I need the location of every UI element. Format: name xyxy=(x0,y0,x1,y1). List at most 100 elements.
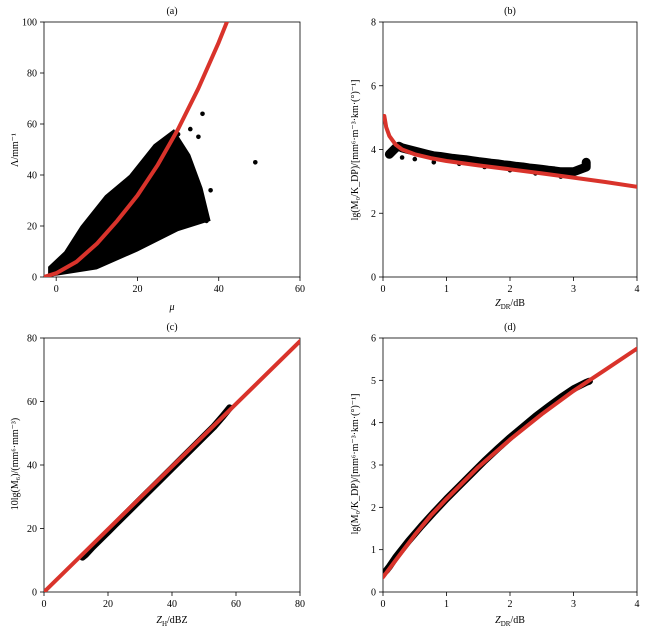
panel-a-xtick-label: 60 xyxy=(295,284,305,295)
panel-a-fit-line xyxy=(44,22,229,277)
panel-c-ylabel: 10lg(M₆)/(mm⁶·mm⁻³) xyxy=(10,418,21,510)
panel-d-xtick-label: 4 xyxy=(635,599,640,610)
panel-c-xtick-label: 0 xyxy=(42,599,47,610)
panel-b-data-point xyxy=(463,157,468,162)
panel-a-ytick-label: 20 xyxy=(27,222,37,233)
panel-a-data-point xyxy=(123,188,128,193)
panel-b-data-point xyxy=(469,158,475,163)
panel-b-ytick-label: 8 xyxy=(371,18,376,29)
panel-c-plot-area xyxy=(44,339,300,592)
panel-a-xlabel: μ xyxy=(168,302,174,313)
panel-a-ylabel: Λ/mm⁻¹ xyxy=(10,133,21,167)
panel-c-ytick-label: 0 xyxy=(32,588,37,599)
panel-d-ytick-label: 6 xyxy=(371,334,376,345)
panel-b-scatter-band xyxy=(384,141,591,177)
panel-d-xlabel: ZDR/dB xyxy=(495,615,525,628)
panel-a-data-point xyxy=(200,111,205,117)
panel-d-fit-line xyxy=(383,346,637,580)
panel-a-data-point xyxy=(94,254,100,259)
panel-b-data-point xyxy=(564,169,570,175)
panel-a-frame xyxy=(43,21,301,278)
panel-b-data-point xyxy=(390,148,395,154)
panel-a-data-point xyxy=(188,126,193,132)
panel-a-data-point xyxy=(70,267,75,272)
panel-b-xlabel: ZDR/dB xyxy=(495,298,525,311)
panel-b-xtick-label: 1 xyxy=(444,284,449,295)
panel-a-data-point xyxy=(151,160,156,165)
panel-b-data-point xyxy=(456,156,462,162)
panel-a-ytick-label: 40 xyxy=(27,171,37,182)
panel-d: (d) ZDR/dB lg(M₀/K_DP)/[mm⁶·m⁻³·km·(°)⁻¹… xyxy=(350,322,640,628)
panel-b-data-point xyxy=(520,164,525,170)
panel-a-ytick-label: 100 xyxy=(22,18,37,29)
panel-a-data-point xyxy=(98,244,104,249)
panel-b-data-point xyxy=(545,167,551,173)
panel-d-ytick-label: 5 xyxy=(371,376,376,387)
panel-a-data-point xyxy=(74,267,79,272)
panel-a-data-point xyxy=(82,241,87,247)
panel-a-data-point xyxy=(167,198,173,203)
panel-b-data-point xyxy=(488,160,494,166)
panel-a: (a) μ Λ/mm⁻¹ 0 20 40 60 0 20 40 60 80 100 xyxy=(10,6,305,313)
panel-b-data-point xyxy=(507,163,513,168)
panel-a-data-point xyxy=(208,188,213,193)
panel-d-xtick-label: 1 xyxy=(444,599,449,610)
panel-c-xtick-label: 40 xyxy=(167,599,177,610)
panel-a-data-point xyxy=(106,239,112,244)
panel-a-data-point xyxy=(98,218,104,224)
panel-a-plot-area xyxy=(44,22,258,277)
panel-c-fit-line xyxy=(44,339,300,592)
panel-b-data-point xyxy=(495,161,500,167)
panel-b-data-point xyxy=(526,165,532,171)
panel-c-ytick-label: 40 xyxy=(27,461,37,472)
panel-d-xtick-label: 2 xyxy=(508,599,513,610)
panel-b-data-point xyxy=(501,162,506,168)
panel-b-ytick-label: 0 xyxy=(371,273,376,284)
panel-a-data-point xyxy=(204,218,209,224)
panel-b-ytick-label: 2 xyxy=(371,209,376,220)
panel-a-data-point xyxy=(110,244,116,249)
panel-d-ylabel: lg(M₀/K_DP)/[mm⁶·m⁻³·km·(°)⁻¹] xyxy=(350,394,361,535)
panel-a-data-point xyxy=(114,233,120,239)
panel-d-ytick-label: 2 xyxy=(371,503,376,514)
panel-d-ytick-label: 3 xyxy=(371,461,376,472)
panel-a-data-point xyxy=(102,249,108,254)
panel-c-ytick-label: 80 xyxy=(27,334,37,345)
panel-d-scatter-band xyxy=(383,377,593,575)
panel-b-xtick-label: 0 xyxy=(381,284,386,295)
panel-b-data-point xyxy=(571,169,576,175)
panel-b-data-point xyxy=(558,169,564,175)
panel-a-ytick-label: 80 xyxy=(27,69,37,80)
panel-a-data-point xyxy=(143,213,148,219)
panel-a-data-point xyxy=(86,236,91,242)
panel-c: (c) ZH/dBZ 10lg(M₆)/(mm⁶·mm⁻³) 0 20 40 60 80… xyxy=(10,322,305,628)
panel-a-data-point xyxy=(139,203,144,208)
panel-c-xtick-label: 60 xyxy=(231,599,241,610)
panel-a-data-point xyxy=(118,193,124,198)
panel-b-data-point xyxy=(514,164,519,169)
panel-a-data-point xyxy=(143,167,148,173)
panel-b-data-point xyxy=(431,160,437,165)
panel-a-data-point xyxy=(70,256,75,262)
panel-a-data-point xyxy=(74,251,79,257)
panel-b-data-point xyxy=(583,160,589,165)
panel-b-xtick-label: 3 xyxy=(571,284,576,295)
panel-b-data-point xyxy=(552,168,557,174)
panel-a-data-point xyxy=(127,185,132,191)
panel-a-data-point xyxy=(118,239,124,244)
panel-a-data-point xyxy=(175,182,181,188)
panel-a-data-point xyxy=(106,208,112,213)
panel-b-xtick-label: 4 xyxy=(635,284,640,295)
panel-c-ytick-label: 60 xyxy=(27,397,37,408)
panel-c-xtick-label: 20 xyxy=(103,599,113,610)
panel-a-data-point xyxy=(78,262,83,267)
panel-a-data-point xyxy=(94,223,100,229)
panel-b-data-point xyxy=(450,156,456,161)
panel-d-title: (d) xyxy=(504,322,516,333)
panel-b-data-point xyxy=(412,156,418,162)
panel-b-data-point xyxy=(387,152,392,157)
panel-c-ytick-label: 20 xyxy=(27,524,37,535)
panel-d-ytick-label: 0 xyxy=(371,588,376,599)
panel-d-ytick-label: 4 xyxy=(371,418,376,429)
